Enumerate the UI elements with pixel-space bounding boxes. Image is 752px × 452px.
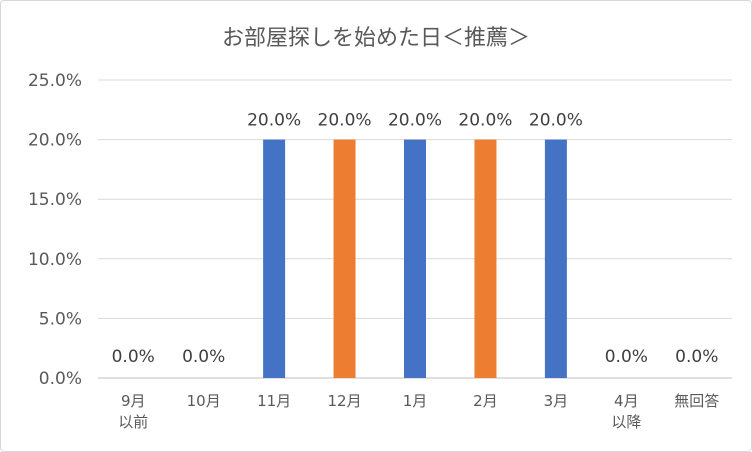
x-category-label: 1月 [403, 392, 428, 410]
y-tick-label: 20.0% [28, 131, 82, 151]
data-label: 0.0% [605, 347, 648, 367]
x-category-label: 12月 [328, 392, 362, 410]
bars [263, 139, 567, 378]
data-label: 0.0% [182, 347, 225, 367]
bar [333, 139, 356, 378]
data-label: 20.0% [318, 111, 372, 131]
x-category-label: 2月 [473, 392, 498, 410]
y-tick-label: 5.0% [39, 309, 82, 329]
x-category-label: 9月 [121, 392, 146, 410]
y-axis-tick-labels: 0.0% 5.0% 10.0% 15.0% 20.0% 25.0% [28, 71, 82, 389]
chart-title: お部屋探しを始めた日＜推薦＞ [222, 26, 530, 51]
y-tick-label: 15.0% [28, 190, 82, 210]
y-tick-label: 0.0% [39, 369, 82, 389]
x-category-label: 以前 [118, 413, 148, 431]
x-category-label: 無回答 [674, 392, 719, 410]
bar [544, 139, 567, 378]
x-category-label: 以降 [611, 413, 641, 431]
x-category-label: 4月 [614, 392, 639, 410]
x-category-label: 10月 [187, 392, 221, 410]
data-labels: 0.0% 0.0% 20.0% 20.0% 20.0% 20.0% 20.0% 0.0% 0.0… [112, 111, 719, 367]
y-tick-label: 10.0% [28, 250, 82, 270]
data-label: 20.0% [529, 111, 583, 131]
data-label: 0.0% [112, 347, 155, 367]
bar [404, 139, 426, 378]
data-label: 20.0% [247, 111, 301, 131]
bar [263, 139, 286, 378]
data-label: 20.0% [458, 111, 512, 131]
data-label: 20.0% [388, 111, 442, 131]
data-label: 0.0% [675, 347, 718, 367]
y-tick-label: 25.0% [28, 71, 82, 91]
x-category-label: 11月 [257, 392, 291, 410]
bar [474, 139, 497, 378]
x-category-label: 3月 [544, 392, 569, 410]
